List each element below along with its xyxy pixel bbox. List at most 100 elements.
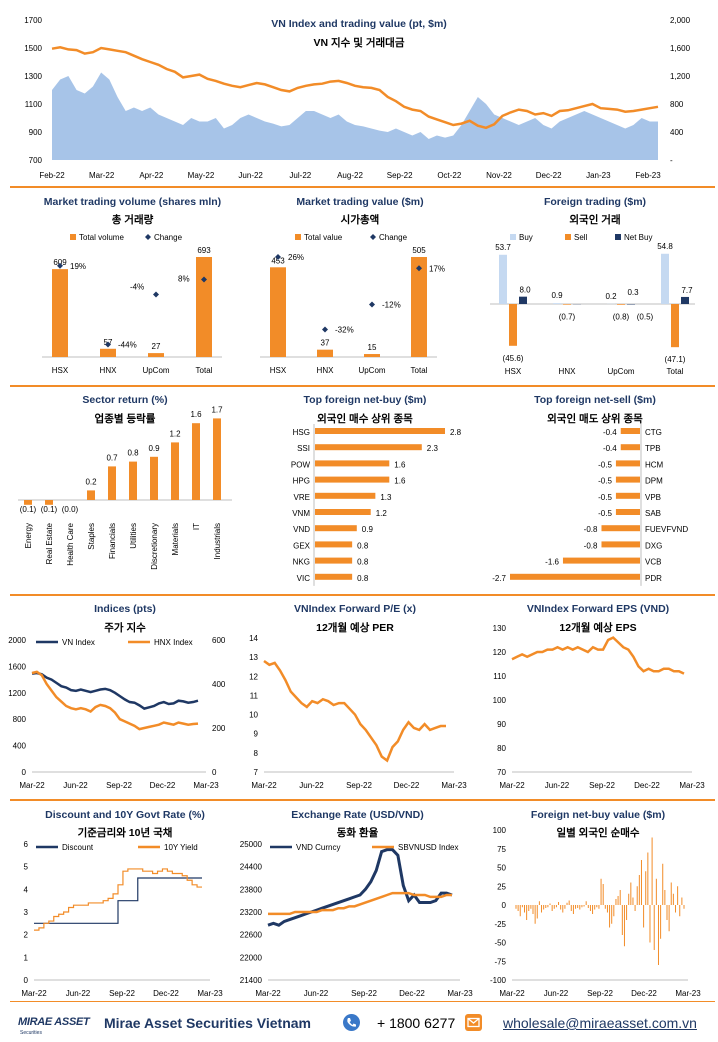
email-link[interactable]: wholesale@miraeasset.com.vn bbox=[503, 1015, 697, 1031]
category-label: Financials bbox=[108, 523, 117, 559]
legend-swatch-bar bbox=[70, 234, 76, 240]
x-tick: Mar-22 bbox=[19, 781, 45, 790]
bar bbox=[148, 353, 164, 357]
fx-subtitle: 동화 환율 bbox=[336, 827, 379, 839]
separator bbox=[10, 799, 715, 801]
bar-value-label: (0.1) bbox=[41, 505, 58, 514]
netsell-panel: Top foreign net-sell ($m) 외국인 매도 상위 종목 C… bbox=[480, 390, 710, 590]
change-label: -44% bbox=[118, 341, 137, 350]
netsell-subtitle: 외국인 매도 상위 종목 bbox=[547, 413, 643, 425]
category-label: SSI bbox=[297, 444, 310, 453]
eps-chart: 130 120 110 100 90 80 70 Mar-22 Jun-22 Sep-22 Dec-… bbox=[493, 624, 706, 790]
bar-value-label: -0.4 bbox=[603, 428, 617, 437]
category-label: HSX bbox=[270, 366, 287, 375]
y-right-tick: 0 bbox=[212, 768, 217, 777]
foreign-panel: Foreign trading ($m) 외국인 거래 Buy Sell Net B… bbox=[480, 192, 710, 382]
series-line bbox=[31, 671, 199, 710]
change-label: 8% bbox=[178, 275, 190, 284]
x-tick: Sep-22 bbox=[589, 781, 615, 790]
x-tick: Sep-22 bbox=[387, 171, 413, 180]
category-label: HNX bbox=[317, 366, 335, 375]
category-label: Staples bbox=[87, 523, 96, 550]
x-tick: Mar-22 bbox=[255, 989, 281, 998]
bar bbox=[615, 492, 640, 499]
sell-bar bbox=[671, 304, 679, 348]
x-tick: Mar-22 bbox=[251, 781, 277, 790]
category-label: HNX bbox=[100, 366, 118, 375]
category-label: VCB bbox=[645, 558, 661, 567]
x-tick: May-22 bbox=[188, 171, 215, 180]
bar-value-label: 1.2 bbox=[376, 509, 388, 518]
sector-chart: (0.1) Energy (0.1) Real Estate (0.0) Health C… bbox=[18, 405, 232, 570]
x-tick: Sep-22 bbox=[351, 989, 377, 998]
bar-value-label: -2.7 bbox=[492, 574, 506, 583]
bar-value-label: 0.8 bbox=[357, 558, 369, 567]
sell-value-label: (45.6) bbox=[503, 354, 524, 363]
bar bbox=[24, 500, 32, 505]
x-tick: Mar-22 bbox=[499, 781, 525, 790]
bar-value-label: 0.9 bbox=[362, 525, 374, 534]
bar bbox=[315, 541, 353, 548]
bar bbox=[171, 442, 179, 500]
bar-value-label: 1.6 bbox=[394, 460, 406, 469]
bar bbox=[150, 456, 158, 500]
change-label: 26% bbox=[288, 253, 304, 262]
bar-value-label: 0.8 bbox=[127, 449, 139, 458]
y-tick: 3 bbox=[24, 908, 29, 917]
net-value-label: 0.3 bbox=[627, 288, 639, 297]
series-line bbox=[267, 848, 453, 927]
tradevalue-chart: Total value Change 453 HSX 26% 37 HNX -32% 15 UpC… bbox=[260, 233, 445, 375]
bar bbox=[620, 444, 640, 451]
legend-label: VN Index bbox=[62, 638, 95, 647]
category-label: Utilities bbox=[129, 523, 138, 549]
bar-value-label: 27 bbox=[152, 342, 161, 351]
y-tick: 70 bbox=[497, 768, 506, 777]
change-marker bbox=[105, 341, 111, 348]
bar-value-label: 693 bbox=[197, 246, 211, 255]
y-tick: 75 bbox=[497, 845, 506, 854]
tradevalue-subtitle: 시가총액 bbox=[340, 214, 380, 226]
legend-label: Change bbox=[379, 233, 408, 242]
category-label: FUEVFVND bbox=[645, 525, 688, 534]
phone-number[interactable]: + 1800 6277 bbox=[377, 1015, 456, 1031]
bar-value-label: 0.8 bbox=[357, 574, 369, 583]
bar-value-label: -0.5 bbox=[598, 509, 612, 518]
change-marker bbox=[153, 291, 159, 298]
category-label: VND bbox=[293, 525, 310, 534]
y-tick: 24400 bbox=[240, 863, 263, 872]
x-tick: Dec-22 bbox=[634, 781, 660, 790]
y-right-tick: 200 bbox=[212, 724, 226, 733]
category-label: HSX bbox=[52, 366, 69, 375]
vnindex-title: VN Index and trading value (pt, $m) bbox=[271, 18, 447, 30]
bar bbox=[52, 269, 68, 357]
legend-swatch bbox=[510, 234, 516, 240]
buy-bar bbox=[499, 254, 507, 304]
category-label: Discretionary bbox=[150, 523, 159, 570]
y-tick: 2 bbox=[24, 931, 29, 940]
bar bbox=[601, 541, 640, 548]
series-line bbox=[263, 659, 446, 763]
netsell-chart: CTG -0.4 TPB -0.4 HCM -0.5 DPM -0.5 VPB -0.5 SAB -0… bbox=[492, 424, 688, 586]
category-label: HCM bbox=[645, 460, 664, 469]
bar-value-label: 1.6 bbox=[190, 410, 202, 419]
bar bbox=[196, 257, 212, 357]
y-tick: 22000 bbox=[240, 953, 263, 962]
change-marker bbox=[322, 326, 328, 333]
bar bbox=[510, 573, 640, 580]
category-label: Materials bbox=[171, 523, 180, 555]
legend-label: Discount bbox=[62, 843, 94, 852]
y-tick: 90 bbox=[497, 720, 506, 729]
fx-chart: 25000 24400 23800 23200 22600 22000 21400 Mar-2… bbox=[240, 840, 473, 998]
bar-value-label: 1.2 bbox=[169, 429, 181, 438]
bar bbox=[45, 500, 53, 505]
y-tick: 100 bbox=[493, 826, 507, 835]
x-tick: Jan-23 bbox=[586, 171, 611, 180]
bar-value-label: -0.5 bbox=[598, 477, 612, 486]
rates-subtitle: 기준금리와 10년 국채 bbox=[77, 827, 173, 839]
sector-panel: Sector return (%) 업종별 등락률 (0.1) Energy (0.… bbox=[10, 390, 240, 590]
indices-title: Indices (pts) bbox=[94, 603, 156, 615]
foreigndaily-panel: Foreign net-buy value ($m) 일별 외국인 순매수 10… bbox=[478, 804, 718, 1002]
bar bbox=[100, 348, 116, 357]
y-tick: 1 bbox=[24, 953, 29, 962]
x-tick: Feb-23 bbox=[635, 171, 661, 180]
